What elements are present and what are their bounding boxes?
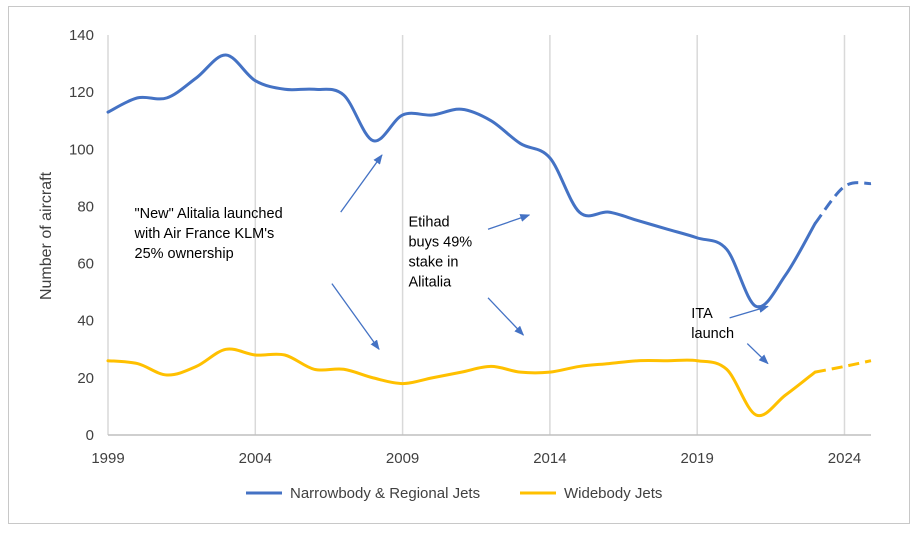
x-tick-label: 2014 [533,450,566,467]
annotation-line: Etihad [408,214,449,230]
legend-label: Narrowbody & Regional Jets [290,485,480,502]
annotation-text-1: Etihad buys 49% stake in Alitalia [408,214,472,290]
annotation-line: launch [691,326,734,342]
y-tick-label: 20 [77,370,94,387]
legend: Narrowbody & Regional Jets Widebody Jets [246,485,662,502]
annotation-line: "New" Alitalia launched [135,206,283,222]
y-tick-label: 80 [77,198,94,215]
annotation-line: buys 49% [408,234,472,250]
annotation-line: stake in [408,254,458,270]
series-line-1 [106,347,817,418]
axes: 1999 2004 2009 2014 2019 2024 0 20 40 60 80 100 120 1… [69,27,871,467]
series-layer [106,53,872,418]
annotation-arrow [331,283,380,351]
annotation-line: with Air France KLM's [134,226,275,242]
series-line-0 [106,53,817,309]
series-line-projection-0 [813,181,872,225]
y-tick-label: 0 [86,427,94,444]
chart-frame [8,6,910,524]
y-tick-label: 60 [77,256,94,273]
annotation-arrow [487,214,531,230]
x-tick-label: 2019 [681,450,714,467]
annotation-arrow [729,305,769,319]
annotation-text-2: ITA launch [691,306,734,342]
y-tick-label: 120 [69,84,94,101]
y-axis-label: Number of aircraft [38,171,55,300]
annotation-line: 25% ownership [135,246,234,262]
y-tick-label: 140 [69,27,94,44]
x-tick-label: 2024 [828,450,861,467]
y-tick-label: 40 [77,313,94,330]
annotations: "New" Alitalia launched with Air France K… [134,154,769,365]
legend-label: Widebody Jets [564,485,662,502]
y-tick-label: 100 [69,141,94,158]
x-tick-label: 1999 [91,450,124,467]
x-tick-label: 2004 [239,450,272,467]
annotation-line: Alitalia [408,274,452,290]
x-tick-label: 2009 [386,450,419,467]
series-line-projection-1 [814,359,872,374]
annotation-line: ITA [691,306,713,322]
annotation-arrow [340,154,383,213]
annotation-arrow [487,297,525,336]
annotation-arrow [746,343,769,365]
gridlines [107,35,846,435]
annotation-text-0: "New" Alitalia launched with Air France K… [134,206,283,262]
